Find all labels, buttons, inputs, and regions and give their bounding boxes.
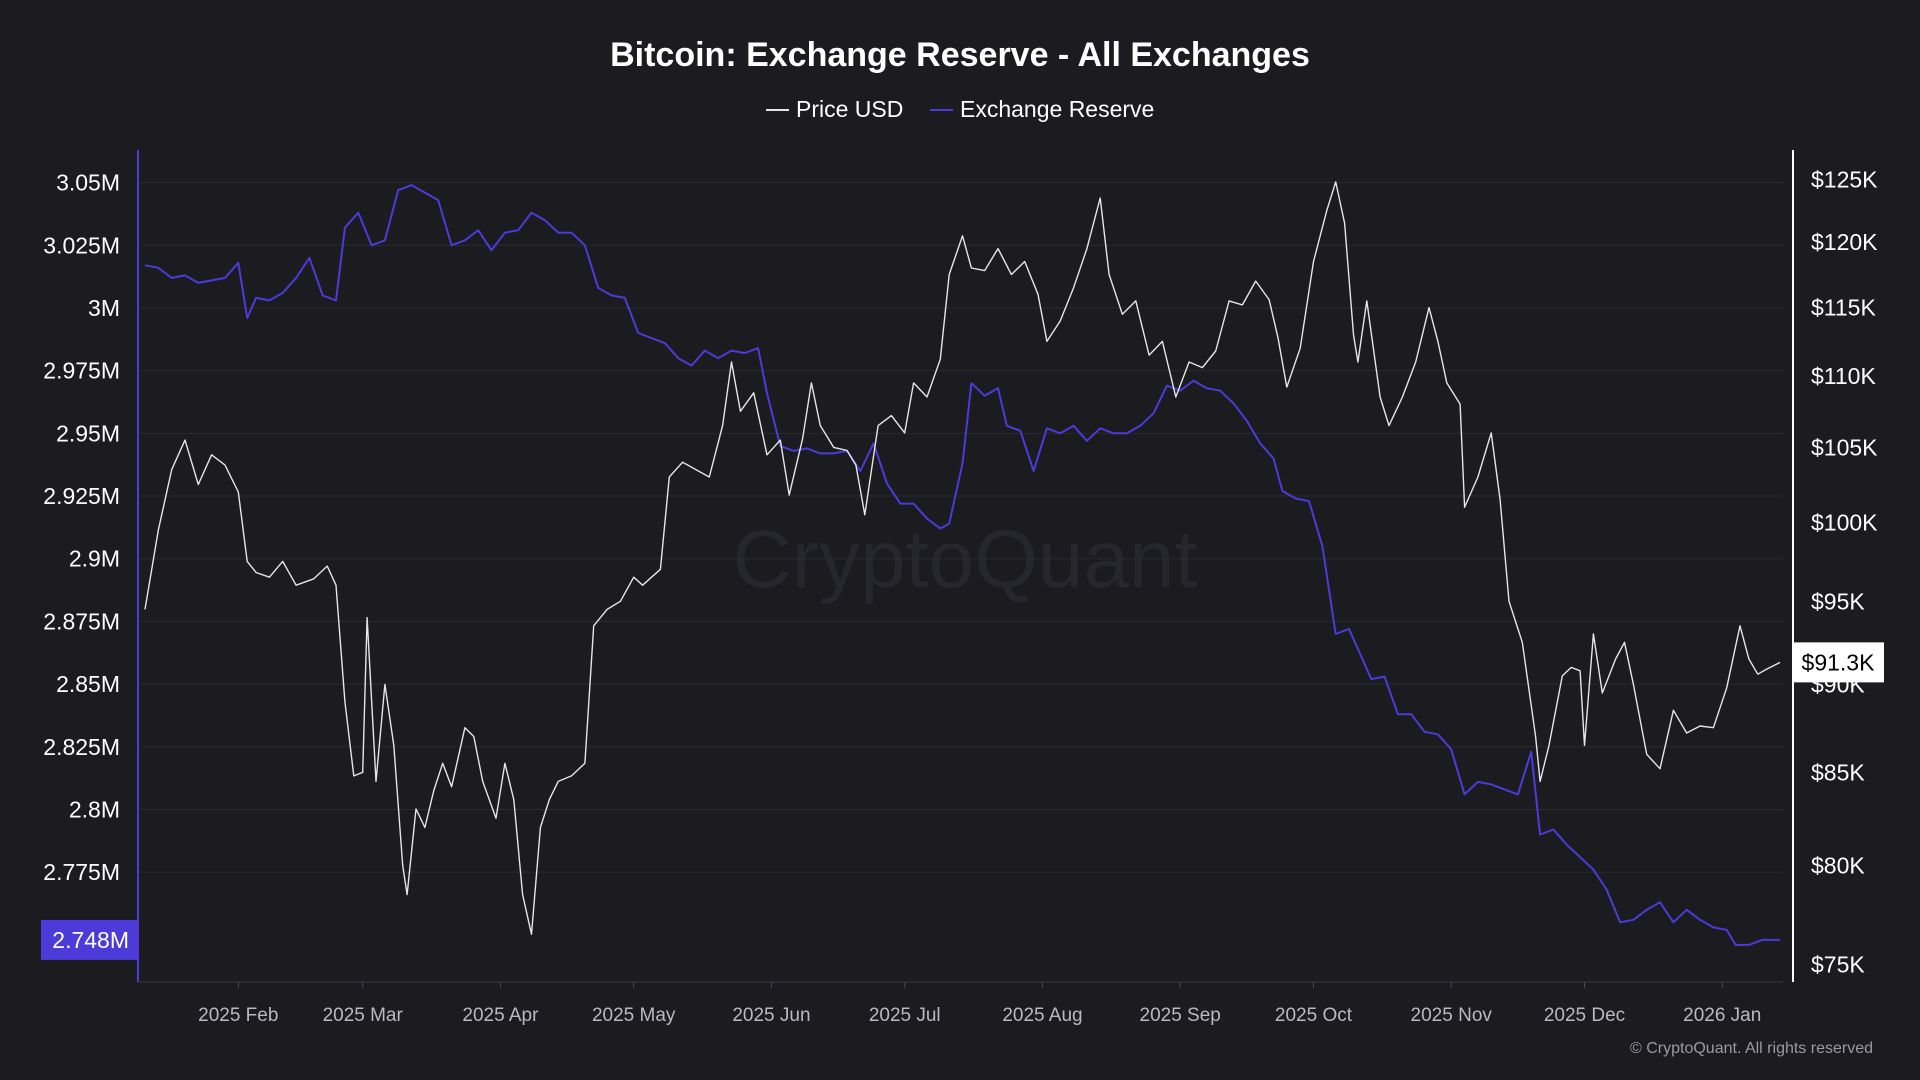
- x-tick-label: 2025 Apr: [462, 1005, 539, 1026]
- current-reserve-badge: 2.748M: [41, 919, 137, 960]
- right-tick-label: $110K: [1811, 363, 1876, 389]
- left-tick-label: 3.05M: [56, 170, 120, 196]
- watermark: CryptoQuant: [733, 514, 1198, 605]
- right-tick-label: $115K: [1811, 295, 1876, 321]
- x-tick-label: 2025 May: [592, 1005, 676, 1026]
- current-reserve-value: 2.748M: [52, 927, 129, 953]
- current-price-badge: $91.3K: [1793, 642, 1884, 683]
- left-tick-label: 2.925M: [43, 483, 120, 509]
- x-tick-label: 2025 Feb: [198, 1005, 278, 1026]
- gridlines: [140, 182, 1783, 873]
- legend: Price USD Exchange Reserve: [766, 96, 1154, 122]
- current-price-badge-bg: [1793, 642, 1884, 683]
- right-tick-label: $105K: [1811, 434, 1878, 460]
- series-line-exchange-reserve[interactable]: [144, 184, 1780, 946]
- x-tick-label: 2025 Sep: [1140, 1005, 1221, 1026]
- left-tick-label: 2.975M: [43, 358, 120, 384]
- x-tick-label: 2025 Jul: [869, 1005, 941, 1026]
- current-price-value: $91.3K: [1802, 649, 1876, 675]
- legend-label-reserve[interactable]: Exchange Reserve: [960, 96, 1154, 122]
- left-tick-label: 2.8M: [69, 796, 120, 822]
- right-tick-label: $100K: [1811, 509, 1878, 535]
- left-tick-label: 2.9M: [69, 546, 120, 572]
- x-tick-label: 2025 Jun: [732, 1005, 810, 1026]
- left-tick-label: 3M: [88, 295, 120, 321]
- x-tick-label: 2025 Aug: [1002, 1005, 1082, 1026]
- left-axis-ticks: 3.05M 3.025M 3M 2.975M 2.95M 2.925M 2.9M 2.875M…: [43, 170, 120, 886]
- left-tick-label: 2.825M: [43, 734, 120, 760]
- left-tick-label: 3.025M: [43, 232, 120, 258]
- left-tick-label: 2.775M: [43, 859, 120, 885]
- x-axis-ticks: 2025 Feb 2025 Mar 2025 Apr 2025 May 2025 Jun…: [198, 982, 1761, 1026]
- left-tick-label: 2.95M: [56, 420, 120, 446]
- current-reserve-badge-bg: [41, 919, 137, 960]
- x-tick-label: 2025 Nov: [1411, 1005, 1493, 1026]
- legend-label-price[interactable]: Price USD: [796, 96, 903, 122]
- x-tick-label: 2025 Dec: [1544, 1005, 1625, 1026]
- right-tick-label: $125K: [1811, 166, 1878, 192]
- series-line-price-usd[interactable]: [144, 181, 1781, 935]
- right-tick-label: $75K: [1811, 952, 1865, 978]
- x-tick-label: 2026 Jan: [1683, 1005, 1761, 1026]
- left-tick-label: 2.85M: [56, 671, 120, 697]
- right-tick-label: $95K: [1811, 588, 1865, 614]
- right-axis-ticks: $125K$120K$115K$110K$105K$100K$95K$90K$8…: [1811, 166, 1878, 977]
- chart-title: Bitcoin: Exchange Reserve - All Exchange…: [610, 36, 1310, 74]
- copyright-notice: © CryptoQuant. All rights reserved: [1630, 1040, 1873, 1057]
- right-tick-label: $85K: [1811, 759, 1865, 785]
- left-tick-label: 2.875M: [43, 608, 120, 634]
- right-tick-label: $120K: [1811, 229, 1878, 255]
- x-tick-label: 2025 Oct: [1275, 1005, 1353, 1026]
- right-tick-label: $80K: [1811, 852, 1865, 878]
- x-tick-label: 2025 Mar: [323, 1005, 404, 1026]
